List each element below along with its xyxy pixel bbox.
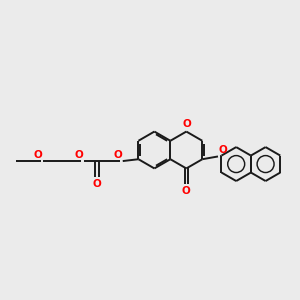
Text: O: O [92,179,101,189]
Text: O: O [182,119,191,129]
Text: O: O [113,150,122,160]
Text: O: O [74,150,83,160]
Text: O: O [34,150,42,160]
Text: O: O [219,145,228,155]
Text: O: O [182,186,191,196]
